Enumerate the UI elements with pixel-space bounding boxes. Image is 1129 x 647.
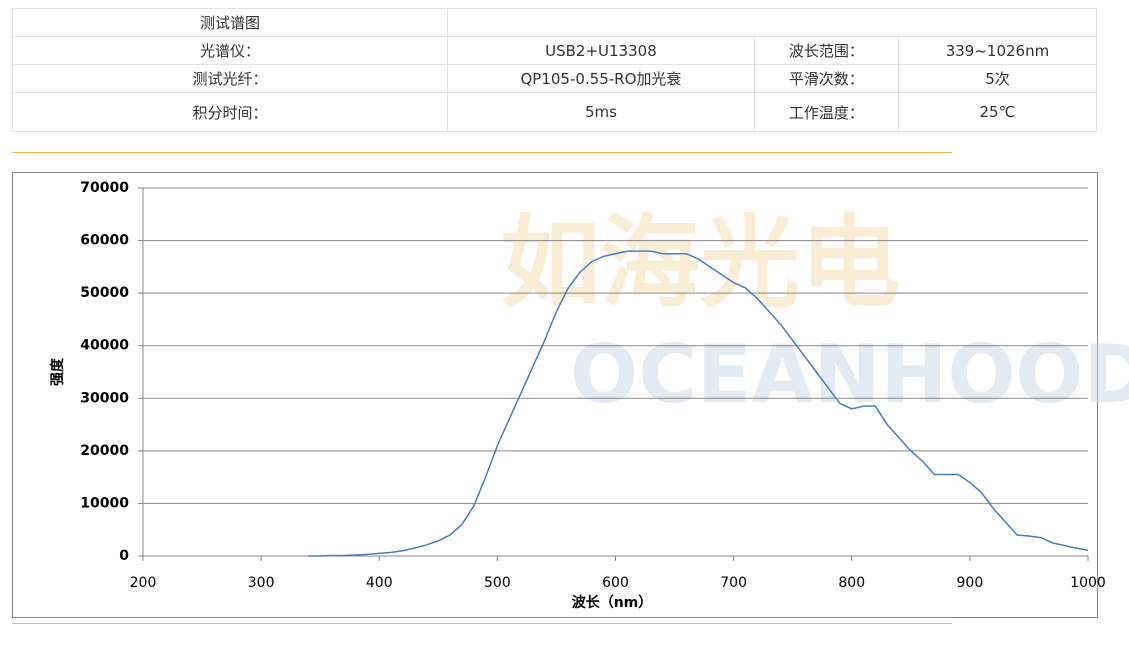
y-tick-label: 40000 [80, 338, 129, 354]
table-row: 测试谱图 [12, 8, 1097, 37]
x-tick-label: 800 [838, 575, 865, 591]
x-tick-label: 900 [957, 575, 984, 591]
table-cell: 339~1026nm [897, 36, 1098, 65]
table-cell: 5ms [447, 92, 755, 132]
table-row: 测试光纤： QP105-0.55-RO加光衰 平滑次数： 5次 [12, 64, 1098, 93]
y-tick-label: 60000 [80, 233, 129, 249]
y-axis-title: 强度 [49, 357, 66, 386]
y-tick-label: 0 [119, 548, 129, 564]
table-cell [447, 8, 1097, 37]
x-tick-label: 1000 [1070, 575, 1106, 591]
x-tick-label: 200 [130, 575, 157, 591]
line-series [308, 250, 1089, 557]
x-tick-label: 700 [720, 575, 747, 591]
table-cell: 工作温度： [753, 92, 899, 132]
x-tick-label: 300 [248, 575, 275, 591]
info-table: 测试谱图 光谱仪： USB2+U13308 波长范围： 339~1026nm 测试光纤： Q… [12, 8, 1098, 132]
divider [12, 152, 952, 153]
y-tick-label: 20000 [80, 443, 129, 459]
table-title: 测试谱图 [12, 8, 448, 37]
table-row: 积分时间： 5ms 工作温度： 25℃ [12, 92, 1098, 132]
y-tick-label: 70000 [80, 180, 129, 196]
y-tick-label: 30000 [80, 390, 129, 406]
table-cell: 积分时间： [12, 92, 448, 132]
table-cell: USB2+U13308 [447, 36, 755, 65]
x-axis-title: 波长（nm） [572, 594, 653, 611]
y-tick-label: 50000 [80, 285, 129, 301]
table-cell: 平滑次数： [753, 64, 899, 93]
x-tick-label: 400 [366, 575, 393, 591]
table-cell: 25℃ [897, 92, 1098, 132]
chart-frame [12, 172, 1098, 618]
x-tick-label: 600 [602, 575, 629, 591]
y-tick-label: 10000 [80, 495, 129, 511]
watermark: OCEANHOOD [570, 328, 1129, 421]
x-tick-label: 500 [484, 575, 511, 591]
table-cell: 测试光纤： [12, 64, 448, 93]
watermark: 如海光电 [500, 204, 900, 321]
divider [12, 623, 952, 624]
table-cell: 5次 [897, 64, 1098, 93]
